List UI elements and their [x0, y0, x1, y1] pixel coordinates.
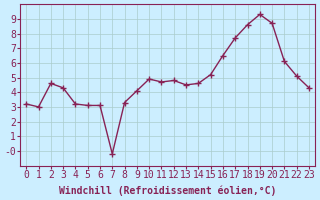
X-axis label: Windchill (Refroidissement éolien,°C): Windchill (Refroidissement éolien,°C) — [59, 185, 276, 196]
